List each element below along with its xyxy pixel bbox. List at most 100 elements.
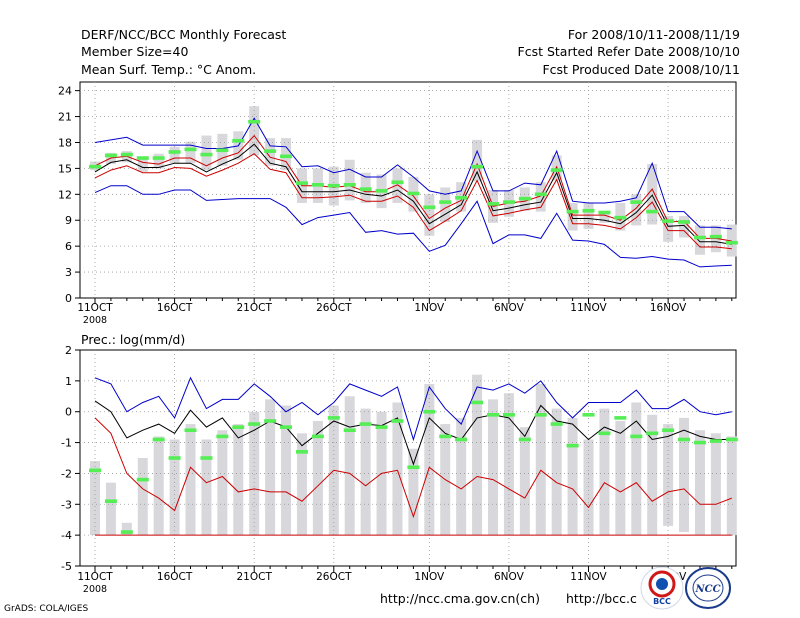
- temp-x-tick-label: 16OCT: [157, 302, 193, 314]
- prec-spread-box: [201, 439, 212, 536]
- temp-x-tick-label: 11NOV: [570, 302, 607, 314]
- prec-ensemble-marker: [502, 413, 515, 417]
- temp-ensemble-marker: [709, 234, 722, 239]
- temp-spread-box: [169, 146, 180, 164]
- prec-spread-box: [679, 417, 690, 533]
- temp-y-tick-label: 9: [65, 214, 72, 227]
- temp-x-tick-label: 6NOV: [494, 302, 525, 314]
- temp-spread-box: [631, 194, 642, 226]
- prec-ensemble-marker: [646, 431, 659, 436]
- temp-y-tick-label: 15: [58, 162, 72, 175]
- prec-spread-box: [296, 433, 307, 536]
- prec-spread-box: [726, 436, 737, 536]
- temp-ensemble-marker: [725, 240, 738, 245]
- prec-spread-box: [647, 414, 658, 536]
- prec-spread-box: [456, 417, 467, 536]
- prec-spread-box: [392, 402, 403, 536]
- prec-ensemble-marker: [120, 530, 133, 534]
- temp-spread-box: [137, 157, 148, 172]
- prec-spread-box: [169, 439, 180, 536]
- temp-spread-box: [567, 202, 578, 231]
- temp-x-tick-label: 16NOV: [650, 302, 687, 314]
- temp-ensemble-marker: [678, 220, 691, 224]
- prec-ensemble-marker: [518, 437, 531, 442]
- prec-spread-box: [615, 420, 626, 536]
- prec-ensemble-marker: [359, 422, 372, 426]
- temp-ensemble-marker: [248, 119, 261, 124]
- ncc-logo-text: NCC: [694, 584, 720, 595]
- temp-ensemble-marker: [216, 148, 229, 153]
- prec-y-tick-label: -4: [61, 529, 72, 542]
- member-size-label: Member Size=40: [81, 44, 189, 59]
- temp-ensemble-marker: [614, 215, 627, 220]
- prec-ensemble-marker: [264, 419, 277, 423]
- prec-y-tick-label: 2: [65, 344, 72, 357]
- prec-x-tick-label: 1NOV: [414, 571, 445, 583]
- prec-spread-box: [265, 399, 276, 536]
- temp-ensemble-marker: [120, 152, 133, 157]
- temp-ensemble-marker: [566, 209, 579, 214]
- prec-x-year-label: 2008: [83, 584, 107, 595]
- prec-ensemble-marker: [566, 443, 579, 448]
- prec-spread-box: [312, 420, 323, 536]
- temp-series-lower: [94, 153, 732, 250]
- temp-y-tick-label: 0: [65, 292, 72, 305]
- temp-ensemble-marker: [391, 180, 404, 185]
- temp-y-tick-label: 21: [58, 111, 72, 124]
- prec-ensemble-marker: [678, 437, 691, 442]
- prec-ensemble-marker: [232, 425, 245, 429]
- temp-ensemble-marker: [550, 168, 563, 172]
- temp-ensemble-marker: [264, 149, 277, 153]
- temp-ensemble-marker: [662, 219, 675, 223]
- prec-ensemble-marker: [375, 425, 388, 429]
- temp-ensemble-marker: [423, 205, 436, 210]
- prec-ensemble-marker: [614, 416, 627, 420]
- ncc-url-link[interactable]: http://ncc.cma.gov.cn(ch): [380, 591, 540, 606]
- bcc-logo-text: BCC: [653, 597, 671, 606]
- temp-ensemble-marker: [280, 154, 293, 159]
- temp-ensemble-marker: [343, 183, 356, 187]
- temp-spread-box: [440, 187, 451, 222]
- prec-spread-box: [519, 427, 530, 536]
- bcc-logo-icon: BCC: [640, 566, 684, 610]
- temp-y-tick-label: 24: [58, 85, 72, 98]
- temp-ensemble-marker: [582, 208, 595, 213]
- temp-ensemble-marker: [136, 156, 149, 160]
- temp-spread-box: [679, 215, 690, 238]
- prec-ensemble-marker: [216, 434, 229, 439]
- prec-ensemble-marker: [709, 439, 722, 443]
- prec-x-tick-label: 11OCT: [77, 571, 113, 583]
- prec-ensemble-marker: [693, 440, 706, 445]
- prec-ensemble-marker: [662, 428, 675, 433]
- temp-x-tick-label: 21OCT: [237, 302, 273, 314]
- temp-y-tick-label: 12: [58, 188, 72, 201]
- prec-ensemble-marker: [295, 450, 308, 454]
- grads-credit: GrADS: COLA/IGES: [4, 604, 89, 614]
- forecast-started-label: Fcst Started Refer Date 2008/10/10: [517, 44, 741, 59]
- prec-y-tick-label: -1: [61, 437, 72, 450]
- chart-title: DERF/NCC/BCC Monthly Forecast: [81, 27, 287, 42]
- prec-series-spread: [94, 417, 732, 519]
- temp-ensemble-marker: [455, 195, 468, 200]
- prec-y-tick-label: 1: [65, 375, 72, 388]
- temp-ensemble-marker: [534, 192, 547, 197]
- temp-ensemble-marker: [200, 152, 213, 157]
- prec-spread-box: [424, 383, 435, 536]
- prec-ensemble-marker: [582, 413, 595, 417]
- temp-ensemble-marker: [89, 164, 101, 169]
- temp-ensemble-marker: [184, 147, 197, 152]
- forecast-period-label: For 2008/10/11-2008/11/19: [567, 27, 740, 42]
- prec-spread-box: [137, 458, 148, 536]
- bcc-url-link[interactable]: http://bcc.c: [566, 591, 637, 606]
- temp-ensemble-marker: [375, 189, 388, 193]
- temp-spread-box: [535, 182, 546, 212]
- temp-x-year-label: 2008: [83, 315, 107, 326]
- temp-ensemble-marker: [104, 153, 117, 158]
- prec-series-mean: [94, 400, 732, 466]
- prec-ensemble-marker: [391, 419, 404, 423]
- temp-ensemble-marker: [295, 181, 308, 185]
- prec-ensemble-marker: [630, 434, 643, 439]
- prec-spread-box: [281, 405, 292, 536]
- temp-ensemble-marker: [232, 138, 245, 143]
- temp-y-tick-label: 3: [65, 266, 72, 279]
